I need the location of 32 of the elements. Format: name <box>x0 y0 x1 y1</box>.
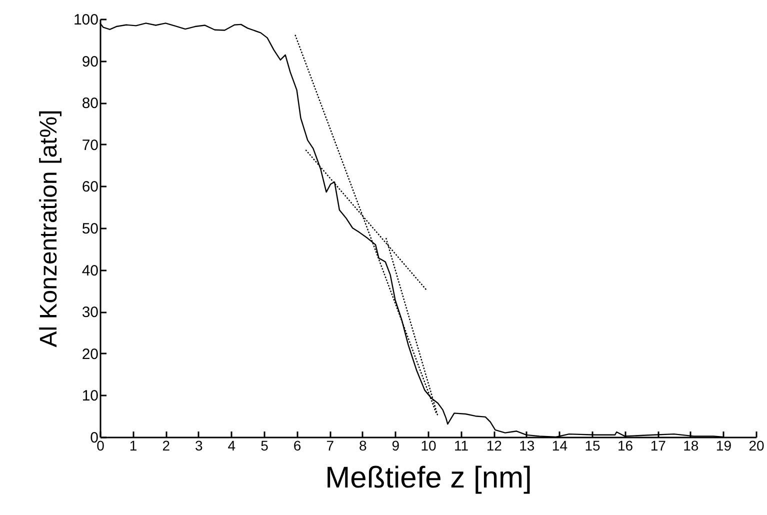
x-tick-label: 3 <box>195 438 203 454</box>
x-tick-label: 19 <box>716 438 732 454</box>
y-tick-label: 10 <box>82 388 98 405</box>
x-tick-label: 5 <box>260 438 269 454</box>
x-tick-label: 10 <box>420 438 436 454</box>
y-tick-label: 70 <box>82 136 98 154</box>
x-tick-label: 17 <box>650 438 666 454</box>
y-tick-label: 80 <box>82 95 98 112</box>
x-tick-label: 18 <box>683 438 699 454</box>
x-tick-label: 20 <box>748 438 764 454</box>
y-tick-label: 30 <box>82 304 98 322</box>
y-tick-label: 50 <box>82 220 98 238</box>
x-tick-label: 1 <box>129 438 138 454</box>
x-axis-title: Meßtiefe z [nm] <box>325 462 532 494</box>
x-tick-label: 6 <box>293 438 302 454</box>
x-tick-label: 15 <box>584 438 600 454</box>
x-tick-label: 14 <box>552 438 568 454</box>
x-tick-label: 2 <box>162 438 170 454</box>
x-tick-label: 11 <box>454 438 469 454</box>
x-tick-label: 12 <box>486 438 502 454</box>
y-tick-label: 20 <box>82 346 98 363</box>
y-tick-label: 60 <box>82 178 98 196</box>
x-tick-label: 7 <box>326 438 334 454</box>
x-tick-label: 13 <box>519 438 535 454</box>
x-tick-label: 8 <box>359 438 367 454</box>
x-tick-label: 9 <box>392 438 400 454</box>
y-axis-title: Al Konzentration [at%] <box>35 110 62 348</box>
x-tick-label: 4 <box>228 438 236 454</box>
y-tick-label: 100 <box>73 12 98 28</box>
y-tick-label: 40 <box>82 262 98 280</box>
x-tick-label: 16 <box>618 438 634 454</box>
y-tick-label: 90 <box>82 53 98 70</box>
